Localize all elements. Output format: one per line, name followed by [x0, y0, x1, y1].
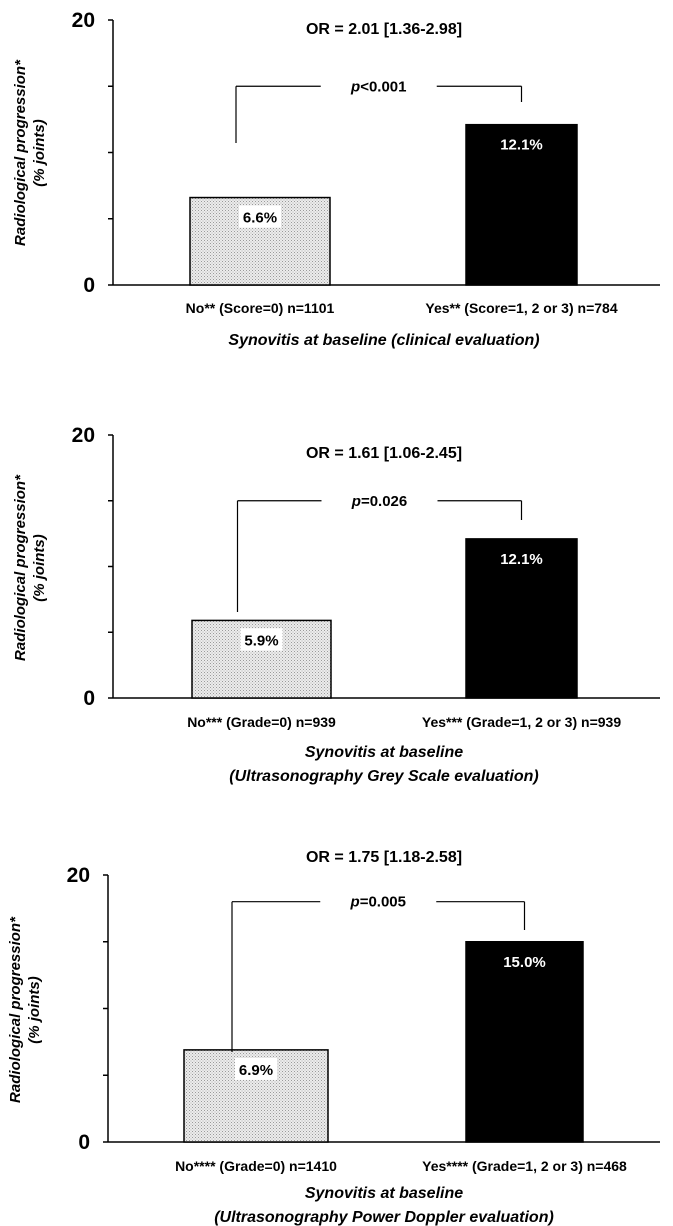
x-category-label: Yes**** (Grade=1, 2 or 3) n=468: [422, 1158, 627, 1174]
y-axis-label-line2: (% joints): [31, 534, 48, 602]
bar-value-label: 12.1%: [500, 137, 543, 154]
y-axis-label: Radiological progression* (% joints): [12, 59, 48, 246]
x-category-label: No*** (Grade=0) n=939: [187, 714, 336, 730]
x-axis-label: Synovitis at baseline: [305, 744, 463, 761]
bar-value-label: 6.6%: [243, 210, 277, 227]
x-category-label: Yes*** (Grade=1, 2 or 3) n=939: [422, 714, 621, 730]
y-axis-label: Radiological progression* (% joints): [7, 916, 43, 1103]
y-axis-label: Radiological progression* (% joints): [12, 474, 48, 661]
p-value-symbol: p: [350, 894, 360, 911]
y-tick-label: 0: [83, 274, 95, 297]
x-axis-label: (Ultrasonography Grey Scale evaluation): [229, 768, 538, 785]
p-value-number: =0.005: [360, 894, 406, 911]
bar-yes: [465, 941, 584, 1143]
bar-label-background: [240, 628, 283, 651]
x-axis-label: (Ultrasonography Power Doppler evaluatio…: [214, 1209, 554, 1226]
y-tick-label: 0: [78, 1131, 90, 1154]
p-value-symbol: p: [350, 78, 360, 95]
x-category-label: No**** (Grade=0) n=1410: [175, 1158, 337, 1174]
bar-value-label: 15.0%: [503, 954, 546, 971]
bar-value-label: 5.9%: [244, 632, 278, 649]
p-value-label: p<0.001: [350, 78, 406, 95]
p-value-symbol: p: [351, 493, 361, 510]
y-axis-label-line1: Radiological progression*: [12, 474, 29, 661]
bar-yes: [465, 123, 578, 286]
odds-ratio-label: OR = 1.75 [1.18-2.58]: [306, 849, 462, 866]
y-axis-label-line1: Radiological progression*: [7, 916, 24, 1103]
y-axis-label-line2: (% joints): [26, 976, 43, 1044]
p-value-label: p=0.026: [351, 493, 407, 510]
y-tick-label: 20: [72, 424, 95, 447]
bar-value-label: 12.1%: [500, 551, 543, 568]
x-axis-label: Synovitis at baseline (clinical evaluati…: [228, 332, 539, 349]
x-category-label: Yes** (Score=1, 2 or 3) n=784: [425, 300, 617, 316]
y-axis-label-line2: (% joints): [31, 119, 48, 187]
p-value-number: <0.001: [360, 78, 406, 95]
p-value-number: =0.026: [361, 493, 407, 510]
bar-value-label: 6.9%: [239, 1062, 273, 1079]
chart-panel-2: 0 20 5.9% 12.1% p=0.026 OR = 1.61 [1.06-2.45]…: [12, 424, 660, 785]
chart-panel-3: 0 20 6.9% 15.0% p=0.005 OR = 1.75 [1.18-2.58]…: [7, 849, 660, 1226]
y-tick-label: 20: [67, 864, 90, 887]
p-value-label: p=0.005: [350, 894, 406, 911]
chart-panel-1: 0 20 6.6% 12.1% p<0.001 OR = 2.01 [1.36-2.98]…: [12, 9, 660, 349]
odds-ratio-label: OR = 2.01 [1.36-2.98]: [306, 21, 462, 38]
x-category-label: No** (Score=0) n=1101: [186, 300, 335, 316]
odds-ratio-label: OR = 1.61 [1.06-2.45]: [306, 445, 462, 462]
y-tick-label: 0: [83, 687, 95, 710]
bar-label-background: [235, 1057, 277, 1080]
x-axis-label: Synovitis at baseline: [305, 1185, 463, 1202]
y-tick-label: 20: [72, 9, 95, 32]
bar-yes: [465, 538, 578, 699]
y-axis-label-line1: Radiological progression*: [12, 59, 29, 246]
bar-label-background: [239, 205, 281, 228]
